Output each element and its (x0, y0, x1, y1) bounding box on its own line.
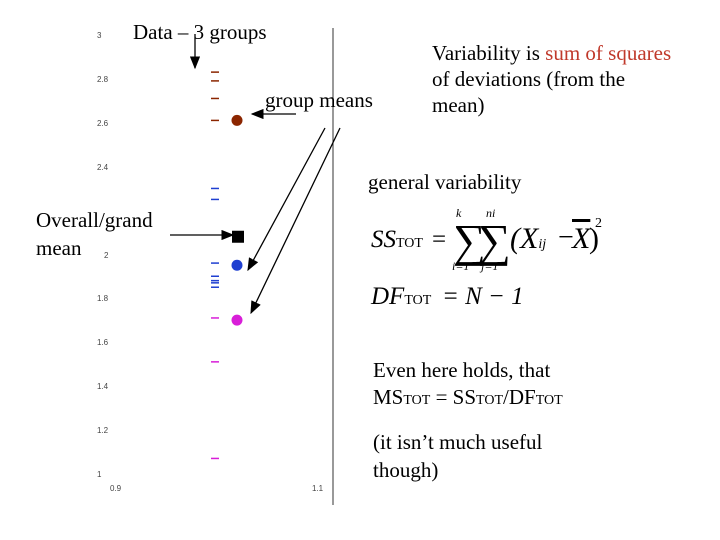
sum-of-squares-highlight: sum of squares (545, 41, 671, 65)
df-rhs: = N − 1 (442, 283, 524, 311)
ms-note-ms: MS (373, 385, 403, 409)
y-tick-label: 1.8 (97, 294, 108, 303)
group-mean-marker (232, 115, 243, 126)
group-mean-marker (232, 260, 243, 271)
general-variability-label: general variability (368, 170, 521, 194)
x-tick-label: 1.1 (312, 484, 323, 493)
ss-lhs: SS (371, 226, 396, 253)
data-points (211, 72, 219, 458)
ss-exponent: 2 (595, 216, 602, 232)
sum2-bottom: j=1 (481, 259, 498, 274)
caveat-line2: though) (373, 458, 438, 482)
variability-text: Variability is sum of squares of deviati… (432, 40, 671, 118)
ss-lhs-sub: TOT (396, 236, 423, 251)
ss-term-sub: ij (538, 237, 546, 252)
ms-note-df-sub: TOT (536, 393, 563, 408)
ms-note: Even here holds, that MSTOT = SSTOT/DFTO… (373, 357, 563, 414)
y-tick-label: 1.2 (97, 426, 108, 435)
plot-title: Data – 3 groups (133, 20, 267, 44)
y-tick-label: 2.8 (97, 75, 108, 84)
grand-mean-label: Overall/grand mean (36, 206, 153, 262)
variability-prefix: Variability is (432, 41, 545, 65)
y-tick-label: 1 (97, 470, 101, 479)
ms-note-ss-sub: TOT (476, 393, 503, 408)
group-mean-markers (232, 115, 245, 326)
sum1-top: k (456, 206, 461, 221)
variability-line3: mean) (432, 93, 484, 117)
group-means-label: group means (265, 88, 373, 112)
y-tick-label: 2.6 (97, 119, 108, 128)
y-tick-label: 1.6 (97, 338, 108, 347)
ms-note-eq: = SS (430, 385, 476, 409)
sum2-top: ni (486, 206, 495, 221)
df-lhs: DF (371, 283, 404, 310)
general-variability-arrow-2 (251, 128, 340, 313)
grand-mean-line1: Overall/grand (36, 208, 153, 232)
ss-xbar: X (572, 222, 590, 256)
ss-term: (X (510, 222, 538, 255)
y-tick-label: 3 (97, 31, 101, 40)
y-tick-label: 1.4 (97, 382, 108, 391)
variability-line2: of deviations (from the (432, 67, 625, 91)
y-tick-label: 2.4 (97, 163, 108, 172)
ms-note-ms-sub: TOT (403, 393, 430, 408)
sum1-bottom: i=1 (452, 259, 469, 274)
group-mean-marker (232, 315, 243, 326)
caveat-line1: (it isn’t much useful (373, 430, 542, 454)
ss-equals: = (432, 226, 446, 254)
x-tick-label: 0.9 (110, 484, 121, 493)
general-variability-arrow-1 (248, 128, 325, 270)
ms-note-div: /DF (503, 385, 536, 409)
df-lhs-sub: TOT (404, 293, 431, 308)
grand-mean-line2: mean (36, 236, 81, 260)
caveat-note: (it isn’t much useful though) (373, 428, 542, 484)
ms-note-line1: Even here holds, that (373, 358, 550, 382)
grand-mean-marker (232, 231, 244, 243)
